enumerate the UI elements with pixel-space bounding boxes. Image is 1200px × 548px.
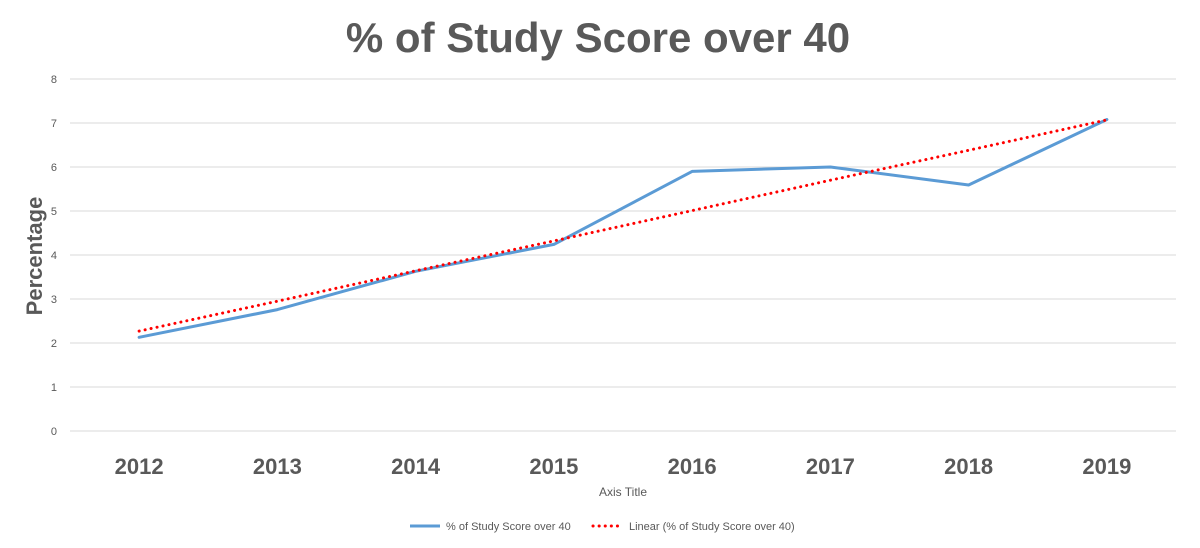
x-axis-ticks: 2012 2013 2014 2015 2016 2017 2018 2019 [115, 454, 1132, 479]
legend-label: % of Study Score over 40 [446, 521, 571, 533]
x-tick-label: 2016 [668, 454, 717, 479]
y-tick-label: 2 [51, 338, 57, 350]
chart-title: % of Study Score over 40 [346, 14, 850, 61]
y-tick-label: 0 [51, 426, 57, 438]
x-tick-label: 2019 [1082, 454, 1131, 479]
y-tick-label: 3 [51, 294, 57, 306]
x-tick-label: 2013 [253, 454, 302, 479]
x-tick-label: 2014 [391, 454, 441, 479]
x-tick-label: 2012 [115, 454, 164, 479]
series [137, 118, 1109, 339]
y-tick-label: 4 [51, 250, 57, 262]
y-tick-label: 1 [51, 382, 57, 394]
y-tick-label: 6 [51, 162, 57, 174]
gridlines [70, 78, 1176, 432]
legend-label: Linear (% of Study Score over 40) [629, 521, 795, 533]
trendline [137, 118, 1109, 333]
x-tick-label: 2017 [806, 454, 855, 479]
y-tick-label: 8 [51, 74, 57, 86]
y-axis-ticks: 0 1 2 3 4 5 6 7 8 [51, 74, 57, 438]
x-axis-label: Axis Title [599, 485, 647, 499]
y-tick-label: 7 [51, 118, 57, 130]
x-tick-label: 2018 [944, 454, 993, 479]
y-tick-label: 5 [51, 206, 57, 218]
series-line [137, 118, 1109, 339]
x-tick-label: 2015 [529, 454, 578, 479]
legend: % of Study Score over 40 Linear (% of Stu… [410, 521, 795, 533]
y-axis-label: Percentage [22, 197, 47, 316]
